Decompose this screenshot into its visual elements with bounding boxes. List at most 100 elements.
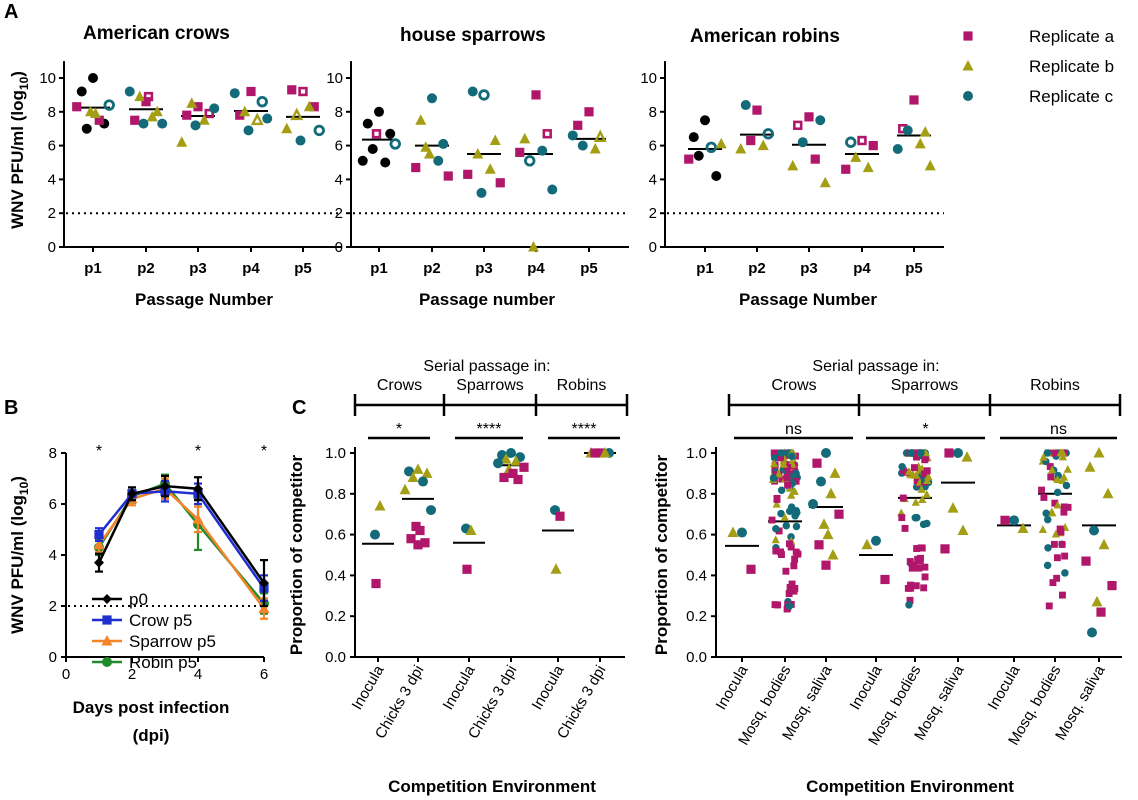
panel-c-left-header: Serial passage in: (423, 358, 550, 375)
data-point (911, 470, 921, 479)
y-tick-label: 0 (335, 239, 343, 256)
y-tick-label: 10 (326, 70, 343, 87)
data-point (1038, 486, 1045, 494)
data-point (413, 540, 423, 550)
y-tick-label: 8 (49, 445, 57, 462)
data-point (771, 535, 780, 544)
data-point (711, 171, 722, 182)
x-tick-label: p2 (423, 260, 441, 277)
data-point (134, 90, 146, 102)
data-point (912, 582, 920, 590)
data-point (782, 522, 791, 530)
data-point (944, 448, 954, 458)
data-point (777, 486, 786, 494)
data-point (906, 558, 914, 565)
x-axis-label: Passage number (419, 290, 555, 309)
data-point (420, 538, 430, 548)
y-tick-label: 8 (48, 104, 56, 121)
data-point (1045, 602, 1053, 610)
data-point (790, 562, 798, 570)
significance-label: * (396, 421, 402, 438)
x-tick-label: p1 (696, 260, 714, 277)
y-tick-label: 4 (49, 547, 57, 564)
data-point (777, 548, 785, 556)
data-point (1058, 452, 1068, 461)
y-tick-label: 6 (49, 496, 57, 513)
data-point (783, 605, 791, 613)
data-point (94, 115, 104, 125)
data-point (818, 518, 830, 529)
data-point (90, 107, 101, 118)
data-point (1017, 522, 1029, 533)
data-point (424, 148, 435, 159)
data-point (919, 520, 928, 529)
data-point (1053, 475, 1062, 484)
data-point (1098, 538, 1110, 550)
group-label: Robins (1030, 377, 1080, 394)
x-tick-label: p5 (580, 260, 598, 277)
y-tick-label: 0.2 (325, 608, 346, 625)
data-point (295, 135, 306, 146)
y-tick-label: 0.2 (686, 608, 707, 625)
data-point (415, 525, 425, 536)
data-point (426, 505, 436, 516)
data-point (1084, 461, 1096, 472)
data-point (1060, 503, 1068, 511)
x-tick-label: p3 (475, 260, 493, 277)
data-point (684, 154, 694, 164)
data-point (1053, 500, 1062, 509)
data-point (841, 164, 851, 174)
y-tick-label: 2 (49, 598, 57, 615)
data-point (489, 134, 501, 146)
data-point (924, 472, 933, 481)
data-point (510, 455, 522, 466)
data-point (262, 113, 273, 124)
plot-title: American robins (690, 26, 840, 47)
data-point (961, 451, 973, 462)
data-point (793, 120, 803, 131)
data-point (1062, 481, 1071, 490)
data-point (777, 509, 785, 518)
data-point (1051, 499, 1059, 507)
data-point (792, 469, 800, 478)
data-point (814, 540, 824, 550)
data-point (1000, 515, 1010, 525)
data-point (590, 448, 600, 458)
data-point (239, 105, 251, 117)
data-point (785, 540, 793, 548)
data-point (821, 560, 831, 570)
data-point (892, 143, 903, 154)
data-point (902, 125, 913, 136)
x-axis-label: Passage Number (135, 290, 273, 309)
y-tick-label: 0.0 (325, 649, 346, 666)
data-point (1048, 508, 1057, 517)
data-point (899, 467, 907, 475)
data-point (762, 128, 774, 140)
data-point (537, 145, 548, 156)
data-point (313, 124, 325, 137)
x-tick-label: p4 (242, 260, 260, 277)
y-tick-label: 0.8 (686, 486, 707, 503)
data-point (715, 137, 727, 149)
data-point (794, 550, 802, 558)
y-tick-label: 0.4 (325, 567, 346, 584)
data-point (357, 155, 368, 166)
data-point (953, 448, 963, 458)
data-point (420, 141, 432, 152)
x-tick-label: Inocula (349, 662, 388, 713)
data-point (81, 123, 92, 134)
data-point (792, 522, 801, 531)
data-point (918, 544, 926, 552)
panel-c: Proportion of competitor Proportion of c… (287, 358, 1122, 796)
y-tick-label: 8 (335, 104, 343, 121)
data-point (467, 86, 478, 97)
data-point (1059, 472, 1069, 481)
data-point (834, 509, 844, 519)
data-point (508, 468, 518, 478)
series-line (97, 484, 266, 584)
data-point (550, 563, 562, 574)
data-point (204, 108, 214, 119)
data-point (584, 107, 594, 117)
data-point (769, 474, 778, 482)
